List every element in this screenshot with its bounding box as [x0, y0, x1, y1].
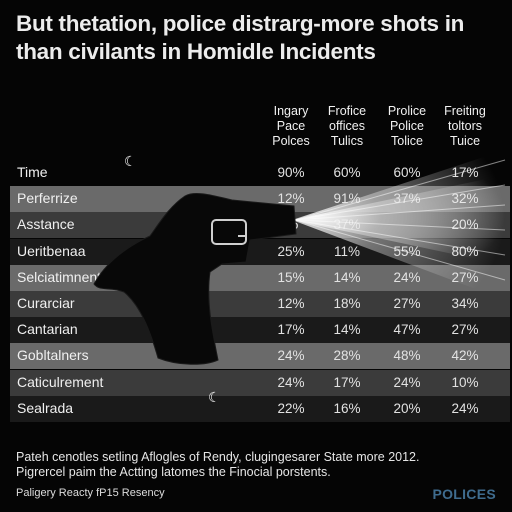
table-cell: 24%: [277, 374, 305, 390]
table-cell: 16%: [333, 400, 361, 416]
column-header-line: Police: [389, 119, 425, 133]
column-header-line: offices: [329, 119, 365, 133]
row-label: Curarciar: [17, 295, 75, 311]
row-label: Sealrada: [17, 399, 74, 416]
row-label: Ueritbenaa: [17, 242, 86, 259]
svg-text:☾: ☾: [208, 390, 221, 406]
column-header-line: Frofice: [327, 104, 367, 118]
column-header: Prolice Police Tolice: [378, 104, 436, 149]
column-header-line: Pace: [276, 119, 306, 133]
brand-logo: POLICES: [432, 486, 496, 502]
table-cell: 60%: [333, 165, 361, 180]
row-label: Caticulrement: [17, 373, 104, 390]
column-header-line: Tulics: [330, 134, 364, 148]
row-label: Cantarian: [17, 321, 78, 338]
table-row: Sealrada 22% 16% 20% 24%: [10, 395, 510, 422]
table-cell: 18%: [333, 296, 361, 311]
table-cell: 10%: [451, 374, 479, 390]
column-header: Ingary Pace Polces: [262, 104, 320, 149]
column-header-line: Freiting: [444, 104, 486, 118]
table-cell: 15%: [277, 269, 305, 285]
table-cell: 48%: [393, 348, 421, 364]
table-row: Gobltalners 24% 28% 48% 42%: [10, 343, 510, 370]
table-cell: 20%: [393, 400, 421, 416]
column-header-line: Prolice: [387, 104, 427, 118]
table-cell: 27%: [393, 296, 421, 311]
title-line-1: But thetation, police distrarg-more shot…: [16, 11, 465, 36]
table-row: Caticulrement 24% 17% 24% 10%: [10, 369, 510, 396]
table-cell: 42%: [451, 348, 479, 364]
table-cell: 24%: [393, 269, 421, 285]
source-label: Paligery Reacty fP15 Resency: [16, 487, 165, 499]
row-label: Perferrize: [17, 190, 78, 207]
chart-title: But thetation, police distrarg-more shot…: [16, 10, 506, 66]
table-cell: 22%: [277, 400, 305, 416]
table-cell: 17%: [277, 322, 305, 338]
table-cell: 12%: [277, 296, 305, 311]
column-header-line: Ingary: [273, 104, 309, 118]
table-cell: 60%: [393, 165, 421, 180]
table-cell: 28%: [333, 348, 361, 364]
table-cell: 24%: [451, 400, 479, 416]
row-label: Gobltalners: [17, 347, 89, 364]
column-header: Freiting toltors Tuice: [436, 104, 494, 149]
table-cell: 17%: [333, 374, 361, 390]
table-cell: 14%: [333, 322, 361, 338]
table-row: Cantarian 17% 14% 47% 27%: [10, 317, 510, 344]
muzzle-flash-icon: [292, 150, 506, 300]
column-header-line: Tuice: [449, 134, 481, 148]
table-cell: 12%: [277, 191, 305, 207]
column-header-line: toltors: [447, 119, 483, 133]
title-line-2: than civilants in Homidle Incidents: [16, 39, 376, 64]
footnote-line-1: Pateh cenotles setling Aflogles of Rendy…: [16, 450, 420, 464]
table-row: Curarciar 12% 18% 27% 34%: [10, 291, 510, 317]
table-cell: 27%: [451, 322, 479, 338]
row-label: Selciatimnent: [17, 268, 102, 285]
table-cell: 25%: [277, 243, 305, 259]
svg-text:☾: ☾: [124, 154, 137, 170]
column-header: Frofice offices Tulics: [318, 104, 376, 149]
footnote-line-2: Pigrercel paim the Actting latomes the F…: [16, 465, 331, 479]
table-cell: 11%: [333, 243, 361, 259]
table-cell: 14%: [333, 269, 361, 285]
column-header-line: Tolice: [391, 134, 423, 148]
row-label: Time: [17, 164, 48, 180]
table-cell: 24%: [393, 374, 421, 390]
table-cell: 90%: [277, 165, 305, 180]
table-cell: 47%: [393, 322, 421, 338]
table-cell: 24%: [277, 348, 305, 364]
row-label: Asstance: [17, 216, 75, 233]
column-header-line: Polces: [272, 134, 310, 148]
table-cell: 34%: [451, 296, 479, 311]
